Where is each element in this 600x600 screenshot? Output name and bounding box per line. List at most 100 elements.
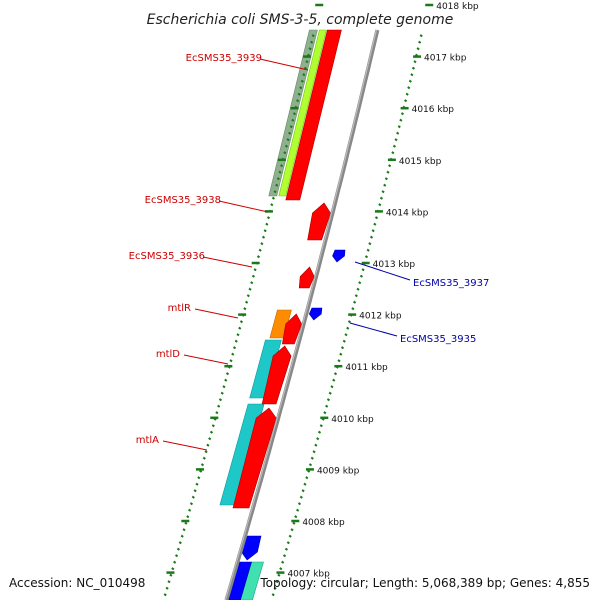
minor-tick — [256, 255, 261, 259]
grey-green-band — [268, 29, 318, 197]
gene-labels: EcSMS35_3939 EcSMS35_3938 EcSMS35_3936 mtlR… — [129, 53, 489, 451]
minor-tick — [379, 196, 384, 200]
minor-tick — [340, 346, 345, 350]
minor-tick — [174, 554, 179, 558]
minor-tick — [206, 443, 210, 447]
minor-tick — [191, 495, 195, 499]
minor-tick — [339, 352, 343, 356]
minor-tick — [291, 118, 295, 122]
gene-label-ecsms35-3937: EcSMS35_3937 — [413, 278, 489, 289]
minor-tick — [303, 66, 308, 70]
minor-tick — [330, 385, 334, 389]
minor-tick — [407, 86, 411, 90]
cds-ecsms35-3937 — [332, 249, 346, 263]
minor-tick — [332, 378, 336, 382]
cds-ecsms35-3939 — [285, 29, 342, 201]
minor-tick — [289, 125, 293, 129]
minor-tick — [273, 190, 277, 194]
minor-tick — [288, 131, 292, 135]
minor-tick — [381, 190, 385, 194]
minor-tick — [311, 34, 315, 38]
cds-ecsms35-3936 — [298, 266, 315, 289]
minor-tick — [337, 359, 341, 363]
minor-tick — [197, 476, 201, 480]
minor-tick — [391, 151, 395, 155]
minor-tick — [378, 203, 382, 207]
minor-tick — [251, 274, 255, 278]
cds-features — [228, 29, 346, 600]
minor-tick — [347, 320, 352, 324]
minor-tick — [263, 229, 267, 233]
minor-tick — [297, 92, 301, 96]
minor-tick — [399, 118, 403, 122]
minor-tick — [270, 203, 274, 207]
minor-tick — [184, 521, 188, 525]
minor-tick — [222, 385, 226, 389]
minor-tick — [292, 112, 297, 116]
minor-tick — [243, 307, 247, 311]
kbp-ticks: 4007 kbp 4008 kbp 4009 kbp 4010 kbp 4011 kbp… — [163, 2, 479, 597]
minor-tick — [386, 170, 390, 174]
minor-tick — [408, 79, 412, 83]
minor-tick — [283, 151, 287, 155]
minor-tick — [310, 456, 314, 460]
minor-tick — [225, 372, 230, 376]
minor-tick — [308, 47, 312, 51]
minor-tick — [310, 40, 314, 44]
minor-tick — [215, 411, 219, 415]
minor-tick — [211, 424, 215, 428]
minor-tick — [284, 547, 289, 551]
minor-tick — [239, 320, 244, 324]
minor-tick — [218, 398, 223, 402]
minor-tick — [314, 443, 318, 447]
lime-band — [278, 29, 327, 197]
minor-tick — [275, 580, 279, 584]
minor-tick — [200, 463, 205, 467]
minor-tick — [286, 138, 290, 142]
minor-tick — [276, 177, 280, 181]
cds-ecsms35-3935 — [308, 307, 323, 321]
kbp-tick-label: 4008 kbp — [302, 518, 345, 528]
minor-tick — [236, 333, 240, 337]
minor-tick — [275, 183, 279, 187]
minor-tick — [220, 391, 224, 395]
minor-tick — [364, 255, 369, 259]
minor-tick — [277, 573, 281, 577]
minor-tick — [266, 216, 271, 220]
minor-tick — [182, 528, 186, 532]
kbp-tick-label: 4013 kbp — [373, 260, 416, 270]
minor-tick — [353, 300, 357, 304]
gene-label-mtld: mtlD — [156, 349, 180, 360]
minor-tick — [217, 404, 221, 408]
minor-tick — [199, 469, 203, 473]
minor-tick — [301, 489, 305, 493]
minor-tick — [410, 73, 414, 77]
kbp-tick-label: 4017 kbp — [424, 54, 467, 64]
leader-line — [349, 322, 398, 337]
minor-tick — [292, 521, 296, 525]
minor-tick — [296, 508, 300, 512]
gene-label-ecsms35-3935: EcSMS35_3935 — [400, 334, 476, 345]
minor-tick — [373, 222, 377, 226]
minor-tick — [193, 489, 197, 493]
kbp-tick-label: 4010 kbp — [331, 415, 374, 425]
kbp-tick-label: 4011 kbp — [345, 363, 388, 373]
minor-tick — [411, 66, 416, 70]
kbp-tick-label: 4018 kbp — [436, 2, 479, 12]
minor-tick — [394, 138, 398, 142]
cds-mtlr — [281, 313, 303, 345]
minor-tick — [305, 60, 309, 64]
minor-tick — [326, 398, 331, 402]
minor-tick — [188, 508, 192, 512]
minor-tick — [299, 495, 303, 499]
minor-tick — [186, 515, 190, 519]
minor-tick — [416, 47, 420, 51]
minor-tick — [307, 469, 311, 473]
accession-text: Accession: NC_010498 — [9, 576, 146, 590]
minor-tick — [405, 92, 409, 96]
minor-tick — [178, 541, 182, 545]
cds-mtld — [261, 345, 292, 405]
minor-tick — [396, 131, 400, 135]
minor-tick — [265, 222, 269, 226]
minor-tick — [342, 339, 346, 343]
